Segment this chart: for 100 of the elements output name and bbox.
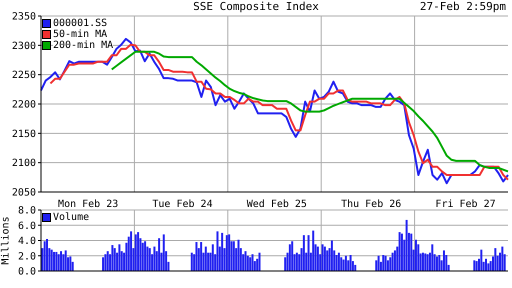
bar	[296, 252, 298, 271]
bar	[118, 244, 120, 271]
bar	[69, 256, 72, 271]
bar	[431, 244, 434, 271]
bar	[130, 231, 132, 271]
bar	[55, 252, 58, 271]
bar	[378, 256, 380, 271]
bar	[410, 234, 412, 271]
legend-label: 000001.SS	[53, 18, 108, 29]
bar	[394, 250, 396, 271]
bar	[46, 238, 48, 271]
y-tick-label: 2050	[12, 188, 36, 199]
x-tick-label: Wed Feb 25	[246, 199, 307, 210]
bar	[58, 254, 60, 271]
bar	[438, 254, 440, 271]
bar	[354, 264, 356, 271]
bar	[216, 231, 218, 271]
bar	[436, 256, 438, 271]
legend-label: 200-min MA	[53, 40, 114, 51]
bar	[158, 238, 160, 271]
bar	[106, 251, 109, 271]
bar	[226, 235, 228, 271]
bar	[326, 250, 328, 271]
y-tick-label: 2200	[12, 100, 36, 111]
bar	[212, 244, 214, 271]
bar	[252, 254, 254, 271]
y-tick-label: 2100	[12, 158, 36, 170]
bar	[291, 241, 294, 271]
bar	[487, 263, 490, 271]
x-tick-label: Tue Feb 24	[152, 199, 213, 210]
bar	[53, 252, 56, 271]
x-tick-label: Mon Feb 23	[58, 199, 118, 210]
text: 27-Feb 2:59pm	[420, 0, 506, 14]
x-tick-label: Thu Feb 26	[341, 199, 402, 210]
bar	[134, 234, 137, 271]
bar	[324, 246, 326, 271]
bar	[344, 256, 347, 271]
bar	[424, 253, 426, 271]
y-tick-label: 2250	[12, 70, 36, 82]
y-tick-label: 6.0	[18, 220, 36, 232]
chart-title: SSE Composite Index	[193, 0, 319, 13]
bar	[386, 260, 389, 271]
bar	[104, 254, 106, 271]
bar	[384, 256, 387, 271]
bar	[195, 242, 198, 271]
bar	[111, 245, 114, 271]
bar	[392, 252, 394, 271]
bar	[480, 250, 482, 271]
bar	[144, 241, 146, 271]
bar	[44, 241, 46, 271]
y-tick-label: 2300	[12, 40, 36, 52]
bar	[476, 261, 478, 271]
bar	[308, 235, 310, 271]
bar	[153, 246, 156, 271]
bar	[442, 250, 445, 271]
bar	[398, 232, 401, 271]
y-tick-label: 8.0	[18, 206, 36, 217]
line-series	[110, 50, 509, 172]
bar	[232, 241, 235, 271]
bar	[237, 240, 240, 271]
bar	[382, 254, 384, 271]
y-tick-label: 2150	[12, 128, 36, 140]
bar	[422, 252, 424, 271]
bar	[316, 246, 319, 271]
bar	[244, 251, 246, 271]
bar	[330, 240, 333, 271]
bar	[258, 252, 261, 271]
y-tick-label: 4.0	[18, 236, 36, 248]
bar	[426, 254, 429, 271]
bar	[342, 260, 345, 271]
y-tick-label: 2.0	[18, 251, 36, 262]
bar	[322, 244, 324, 271]
y-tick-label: 2350	[12, 12, 36, 23]
legend-label: Volume	[53, 212, 90, 223]
bar	[494, 248, 496, 271]
bar	[204, 246, 207, 271]
bar	[114, 248, 116, 271]
bar	[338, 252, 340, 271]
bar	[162, 234, 165, 271]
bar	[445, 254, 448, 271]
y-tick-label: 0.0	[18, 266, 36, 278]
bar	[336, 254, 338, 271]
bar	[485, 258, 487, 271]
legend-label: 50-min MA	[53, 29, 108, 40]
bar	[228, 234, 230, 271]
bar	[406, 220, 408, 271]
x-tick-label: Fri Feb 27	[435, 199, 496, 210]
bar	[414, 240, 417, 271]
bar	[60, 251, 62, 271]
bar	[137, 232, 140, 271]
bar	[302, 235, 305, 271]
bar	[312, 230, 314, 271]
bar	[221, 232, 224, 271]
bar	[190, 252, 193, 271]
bar	[102, 257, 104, 271]
bar	[288, 244, 291, 271]
bar	[400, 234, 403, 271]
bar	[249, 257, 252, 271]
bar	[375, 260, 378, 271]
y-axis-title: Millions	[0, 216, 12, 265]
